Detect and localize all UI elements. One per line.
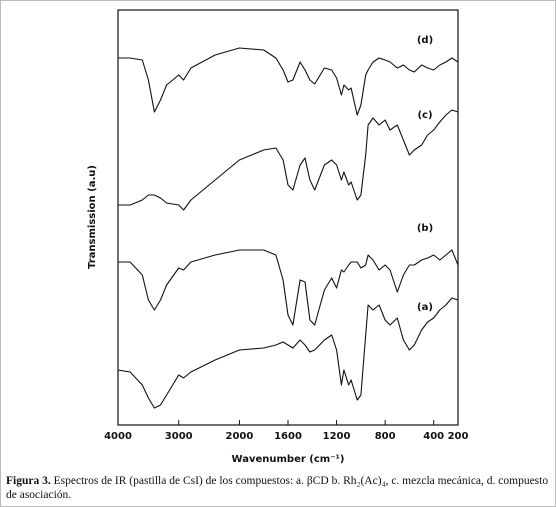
x-tick-label: 2000 bbox=[226, 431, 254, 442]
x-tick-label: 3000 bbox=[165, 431, 193, 442]
x-axis-label: Wavenumber (cm⁻¹) bbox=[232, 454, 345, 465]
x-tick-label: 1600 bbox=[274, 431, 302, 442]
caption-label: Figura 3. bbox=[6, 475, 51, 487]
series-label: (d) bbox=[417, 35, 433, 46]
spectrum-line bbox=[118, 109, 459, 211]
y-axis-label: Transmission (a.u) bbox=[87, 165, 98, 269]
x-tick-label: 800 bbox=[375, 431, 396, 442]
x-tick-label: 4000 bbox=[104, 431, 132, 442]
series-label: (a) bbox=[417, 302, 433, 313]
spectrum-line bbox=[118, 47, 459, 116]
x-tick-label: 200 bbox=[448, 431, 469, 442]
plot-frame bbox=[117, 9, 459, 426]
series-label: (c) bbox=[417, 110, 432, 121]
series-label: (b) bbox=[417, 223, 433, 234]
spectrum-line bbox=[117, 297, 459, 409]
x-tick-label: 1200 bbox=[323, 431, 351, 442]
chart: Wavenumber (cm⁻¹) Transmission (a.u) 400… bbox=[87, 9, 469, 465]
caption: Figura 3. Espectros de IR (pastilla de C… bbox=[6, 474, 551, 502]
x-tick-label: 400 bbox=[423, 431, 444, 442]
spectrum-line bbox=[118, 249, 459, 326]
caption-text: Espectros de IR (pastilla de CsI) de los… bbox=[6, 475, 549, 501]
